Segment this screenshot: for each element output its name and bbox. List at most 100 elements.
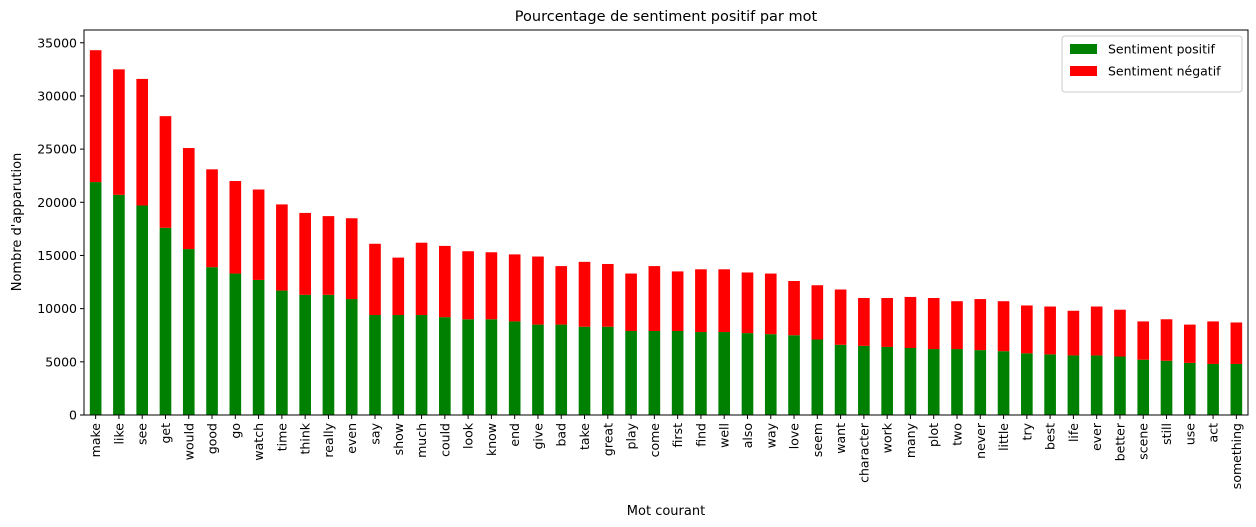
- bar-positive-even: [345, 299, 358, 415]
- x-tick-label: want: [833, 423, 848, 454]
- bar-negative-find: [695, 269, 707, 333]
- bar-negative-think: [299, 212, 311, 295]
- bar-positive-never: [974, 350, 987, 415]
- bar-negative-seem: [811, 285, 824, 340]
- bar-negative-act: [1207, 321, 1219, 364]
- bar-negative-give: [532, 256, 544, 325]
- x-tick-label: many: [903, 422, 918, 458]
- bar-positive-still: [1160, 360, 1173, 415]
- bar-negative-well: [718, 269, 731, 333]
- bar-positive-show: [392, 315, 405, 415]
- bar-positive-best: [1044, 354, 1056, 415]
- bar-positive-character: [858, 345, 870, 415]
- bar-negative-want: [834, 289, 847, 345]
- bar-positive-really: [322, 294, 335, 415]
- bar-positive-make: [89, 182, 102, 415]
- bar-negative-take: [578, 261, 591, 327]
- plot-frame: [83, 29, 1249, 416]
- bar-negative-many: [904, 296, 917, 348]
- bar-negative-would: [182, 148, 195, 250]
- bar-positive-get: [159, 227, 172, 415]
- bar-positive-act: [1207, 363, 1219, 415]
- x-tick-label: come: [647, 423, 662, 458]
- x-tick-label: two: [950, 423, 965, 446]
- x-tick-label: see: [135, 423, 150, 445]
- x-tick-label: go: [228, 423, 243, 439]
- x-tick-label: would: [181, 423, 196, 460]
- x-tick-label: good: [205, 423, 220, 454]
- x-tick-label: little: [996, 423, 1011, 451]
- bar-negative-really: [322, 216, 335, 295]
- bar-positive-two: [951, 349, 963, 415]
- x-tick-label: seem: [810, 423, 825, 457]
- x-tick-label: act: [1206, 423, 1221, 443]
- bar-positive-could: [439, 317, 451, 415]
- bar-negative-even: [345, 218, 358, 300]
- x-tick-label: character: [856, 422, 871, 483]
- x-tick-label: still: [1159, 423, 1174, 445]
- x-tick-label: make: [88, 423, 103, 458]
- bar-positive-bad: [555, 324, 568, 415]
- bar-negative-plot: [927, 298, 940, 350]
- bar-negative-end: [508, 254, 521, 322]
- bar-positive-see: [136, 205, 149, 415]
- bar-positive-go: [229, 273, 242, 415]
- x-tick-label: ever: [1089, 422, 1104, 451]
- x-tick-label: could: [437, 423, 452, 457]
- bar-positive-watch: [252, 279, 265, 415]
- bar-negative-ever: [1090, 306, 1103, 356]
- bar-positive-end: [508, 321, 521, 415]
- x-tick-label: better: [1112, 422, 1127, 461]
- bar-negative-go: [229, 181, 242, 274]
- x-tick-label: take: [577, 423, 592, 450]
- legend: Sentiment positif Sentiment négatif: [1061, 35, 1243, 93]
- bar-positive-much: [415, 315, 428, 415]
- bar-negative-play: [625, 273, 637, 331]
- bar-positive-look: [462, 319, 474, 415]
- x-tick-label: bad: [554, 423, 569, 447]
- y-axis-label: Nombre d'apparution: [10, 153, 25, 292]
- bar-negative-say: [369, 243, 381, 316]
- bar-negative-little: [997, 301, 1010, 352]
- legend-label: Sentiment négatif: [1108, 64, 1221, 79]
- bar-negative-show: [392, 257, 405, 316]
- x-axis-label: Mot courant: [627, 504, 705, 519]
- x-tick-label: give: [530, 423, 545, 450]
- y-axis: 0 5000 10000 15000 20000 25000 30000 35000: [37, 35, 84, 423]
- bar-positive-give: [532, 324, 544, 415]
- bar-positive-well: [718, 332, 731, 415]
- bar-negative-love: [788, 280, 800, 336]
- bar-positive-seem: [811, 339, 824, 415]
- x-tick-label: end: [507, 423, 522, 447]
- bar-group: [89, 50, 1243, 415]
- bar-positive-try: [1021, 353, 1033, 415]
- bar-positive-also: [741, 333, 754, 415]
- bar-negative-still: [1160, 319, 1173, 361]
- y-tick-label: 20000: [37, 195, 77, 210]
- x-tick-label: use: [1182, 423, 1197, 445]
- bar-negative-watch: [252, 189, 265, 280]
- bar-negative-time: [276, 204, 288, 291]
- bar-negative-know: [485, 252, 498, 320]
- bar-negative-great: [601, 263, 614, 327]
- bar-positive-little: [997, 351, 1010, 415]
- x-tick-label: plot: [926, 423, 941, 447]
- bar-negative-work: [881, 298, 893, 347]
- bar-negative-get: [159, 116, 172, 228]
- x-tick-label: play: [624, 422, 639, 449]
- x-tick-label: think: [298, 422, 313, 454]
- bar-negative-like: [113, 69, 125, 195]
- legend-box: [1061, 35, 1243, 93]
- bar-negative-look: [462, 251, 474, 320]
- y-tick-label: 5000: [45, 354, 77, 369]
- x-axis: make like see get would good go watch time think r…: [88, 415, 1244, 489]
- bar-negative-scene: [1137, 321, 1150, 360]
- x-tick-label: life: [1066, 423, 1081, 442]
- x-tick-label: well: [717, 423, 732, 448]
- y-tick-label: 25000: [37, 142, 77, 157]
- bar-negative-bad: [555, 266, 568, 325]
- x-tick-label: time: [274, 423, 289, 452]
- legend-swatch: [1070, 66, 1097, 76]
- bar-positive-many: [904, 348, 917, 415]
